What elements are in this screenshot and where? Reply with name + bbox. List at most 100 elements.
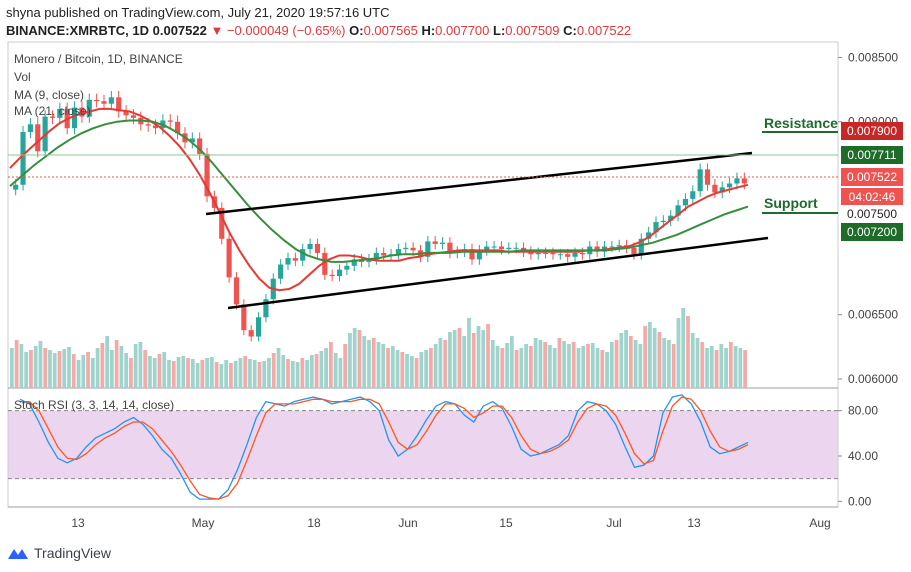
- volume-bar: [409, 356, 414, 388]
- candle-body: [741, 178, 747, 184]
- candle-body: [513, 247, 519, 249]
- published-line: shyna published on TradingView.com, July…: [6, 5, 390, 20]
- candle-body: [653, 222, 659, 233]
- volume-bar: [357, 330, 362, 388]
- volume-bar: [348, 333, 352, 388]
- volume-bar: [219, 364, 224, 388]
- candle-body: [690, 191, 696, 199]
- candle-body: [476, 250, 482, 260]
- candle-body: [381, 252, 387, 256]
- tradingview-logo-icon: [8, 549, 28, 559]
- candle-body: [712, 184, 718, 193]
- volume-bar: [738, 348, 743, 388]
- volume-bar: [124, 353, 129, 388]
- candle-body: [255, 317, 262, 337]
- volume-bar: [152, 358, 157, 388]
- support-price-badge: 0.007200: [841, 223, 903, 241]
- tradingview-logo[interactable]: TradingView: [8, 545, 111, 561]
- candle-body: [300, 249, 306, 261]
- x-tick-label: 15: [499, 516, 513, 530]
- candle-body: [108, 97, 114, 104]
- candle-body: [439, 242, 446, 244]
- candle-body: [565, 254, 571, 257]
- volume-bar: [519, 348, 524, 388]
- volume-bar: [719, 344, 724, 388]
- x-tick-label: 13: [687, 516, 701, 530]
- volume-bar: [190, 359, 195, 388]
- stoch-rsi-band: [8, 410, 838, 479]
- candle-body: [79, 107, 85, 117]
- support-label: Support: [764, 195, 818, 211]
- volume-bar: [452, 330, 457, 388]
- volume-bar: [619, 333, 624, 388]
- volume-bar: [376, 342, 381, 388]
- candle-body: [491, 246, 497, 248]
- volume-bar: [390, 346, 395, 388]
- candle-body: [175, 121, 181, 134]
- volume-bar: [681, 308, 686, 388]
- volume-bar: [48, 350, 52, 388]
- volume-bar: [657, 332, 662, 388]
- volume-bar: [509, 336, 514, 388]
- volume-bar: [676, 318, 681, 388]
- volume-bar: [667, 340, 671, 388]
- volume-bar: [557, 338, 562, 388]
- volume-bar: [671, 344, 676, 388]
- volume-bar: [281, 355, 286, 388]
- volume-bar: [271, 353, 276, 388]
- volume-bar: [533, 338, 538, 388]
- candle-body: [719, 187, 725, 193]
- x-tick-label: 18: [307, 516, 321, 530]
- resistance-label: Resistance: [764, 115, 838, 131]
- candle-body: [373, 252, 379, 260]
- volume-bar: [590, 343, 595, 388]
- volume-bar: [562, 341, 567, 388]
- volume-bar: [648, 322, 652, 388]
- volume-legend: Vol: [14, 70, 31, 84]
- volume-bar: [71, 354, 76, 388]
- volume-bar: [29, 350, 33, 388]
- candle-body: [329, 274, 335, 277]
- volume-bar: [129, 358, 133, 388]
- volume-bar: [576, 348, 581, 388]
- candle-body: [506, 247, 512, 250]
- candle-body: [152, 125, 159, 129]
- open-value: 0.007565: [363, 23, 418, 38]
- volume-bar: [200, 360, 205, 388]
- volume-bar: [433, 344, 438, 388]
- volume-bar: [595, 348, 600, 388]
- volume-bar: [500, 348, 505, 388]
- volume-bar: [371, 338, 376, 388]
- volume-bar: [100, 343, 105, 388]
- candle-body: [638, 238, 644, 255]
- candle-body: [646, 232, 652, 239]
- volume-bar: [481, 330, 486, 388]
- volume-bar: [157, 354, 162, 388]
- candle-body: [535, 252, 541, 255]
- volume-bar: [81, 355, 86, 388]
- volume-bar: [528, 346, 533, 388]
- close-value: 0.007522: [576, 23, 632, 38]
- volume-bar: [143, 350, 148, 388]
- volume-bar: [428, 348, 433, 388]
- volume-bar: [95, 348, 100, 388]
- volume-bar: [543, 342, 548, 388]
- candle-body: [528, 251, 534, 255]
- volume-bar: [471, 333, 476, 388]
- volume-bar: [33, 346, 38, 388]
- candle-body: [204, 153, 210, 197]
- candle-body: [697, 169, 703, 192]
- candle-body: [557, 254, 563, 256]
- rsi-y-tick-label: 40.00: [848, 449, 878, 463]
- volume-bar: [743, 350, 747, 388]
- x-tick-label: 13: [71, 516, 85, 530]
- volume-bar: [367, 340, 371, 388]
- volume-bar: [114, 340, 119, 388]
- volume-bar: [176, 357, 181, 388]
- channel-lower-line: [227, 236, 769, 310]
- resistance-price-badge: 0.007900: [841, 122, 903, 140]
- volume-bar: [324, 348, 329, 388]
- volume-bar: [314, 354, 319, 388]
